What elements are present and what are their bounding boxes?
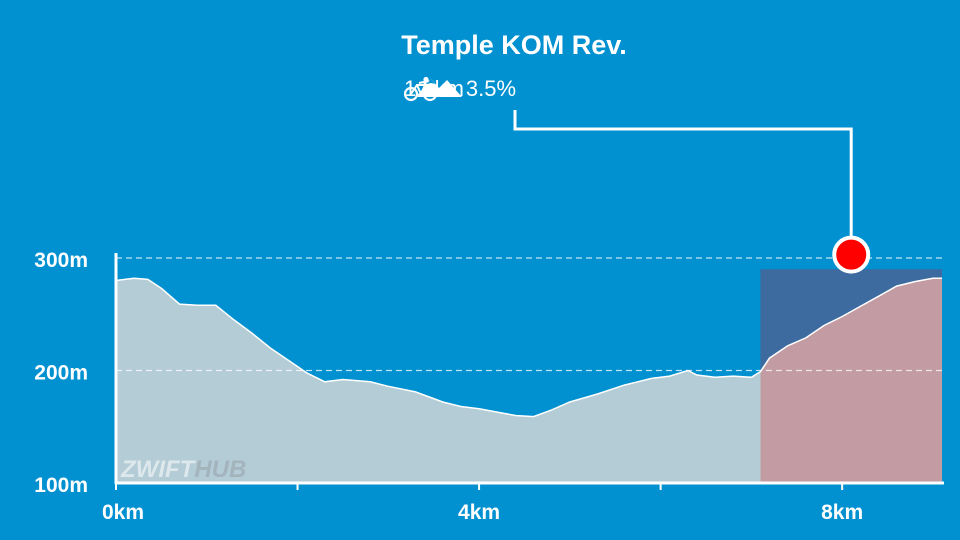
x-tick-label: 4km xyxy=(458,501,500,524)
segment-grade: 3.5% xyxy=(465,76,517,101)
segment-stats: 1.9km 3.5% xyxy=(404,76,516,102)
leader-line xyxy=(513,110,853,237)
zwifthub-watermark: ZWIFTHUB xyxy=(120,456,246,483)
segment-title: Temple KOM Rev. xyxy=(401,30,627,60)
y-tick-label: 300m xyxy=(34,249,88,272)
y-tick-label: 200m xyxy=(34,362,88,385)
mountain-icon xyxy=(416,79,462,97)
plot-area: 100m 200m 300m 0km 4km 8km ZWIFTHUB xyxy=(34,110,944,524)
segment-marker xyxy=(832,235,871,274)
x-tick-label: 8km xyxy=(821,501,863,524)
segment-area xyxy=(760,278,942,483)
elevation-area xyxy=(116,278,761,483)
x-tick-label: 0km xyxy=(102,501,144,524)
elevation-line xyxy=(115,277,942,418)
y-tick-label: 100m xyxy=(34,474,88,497)
